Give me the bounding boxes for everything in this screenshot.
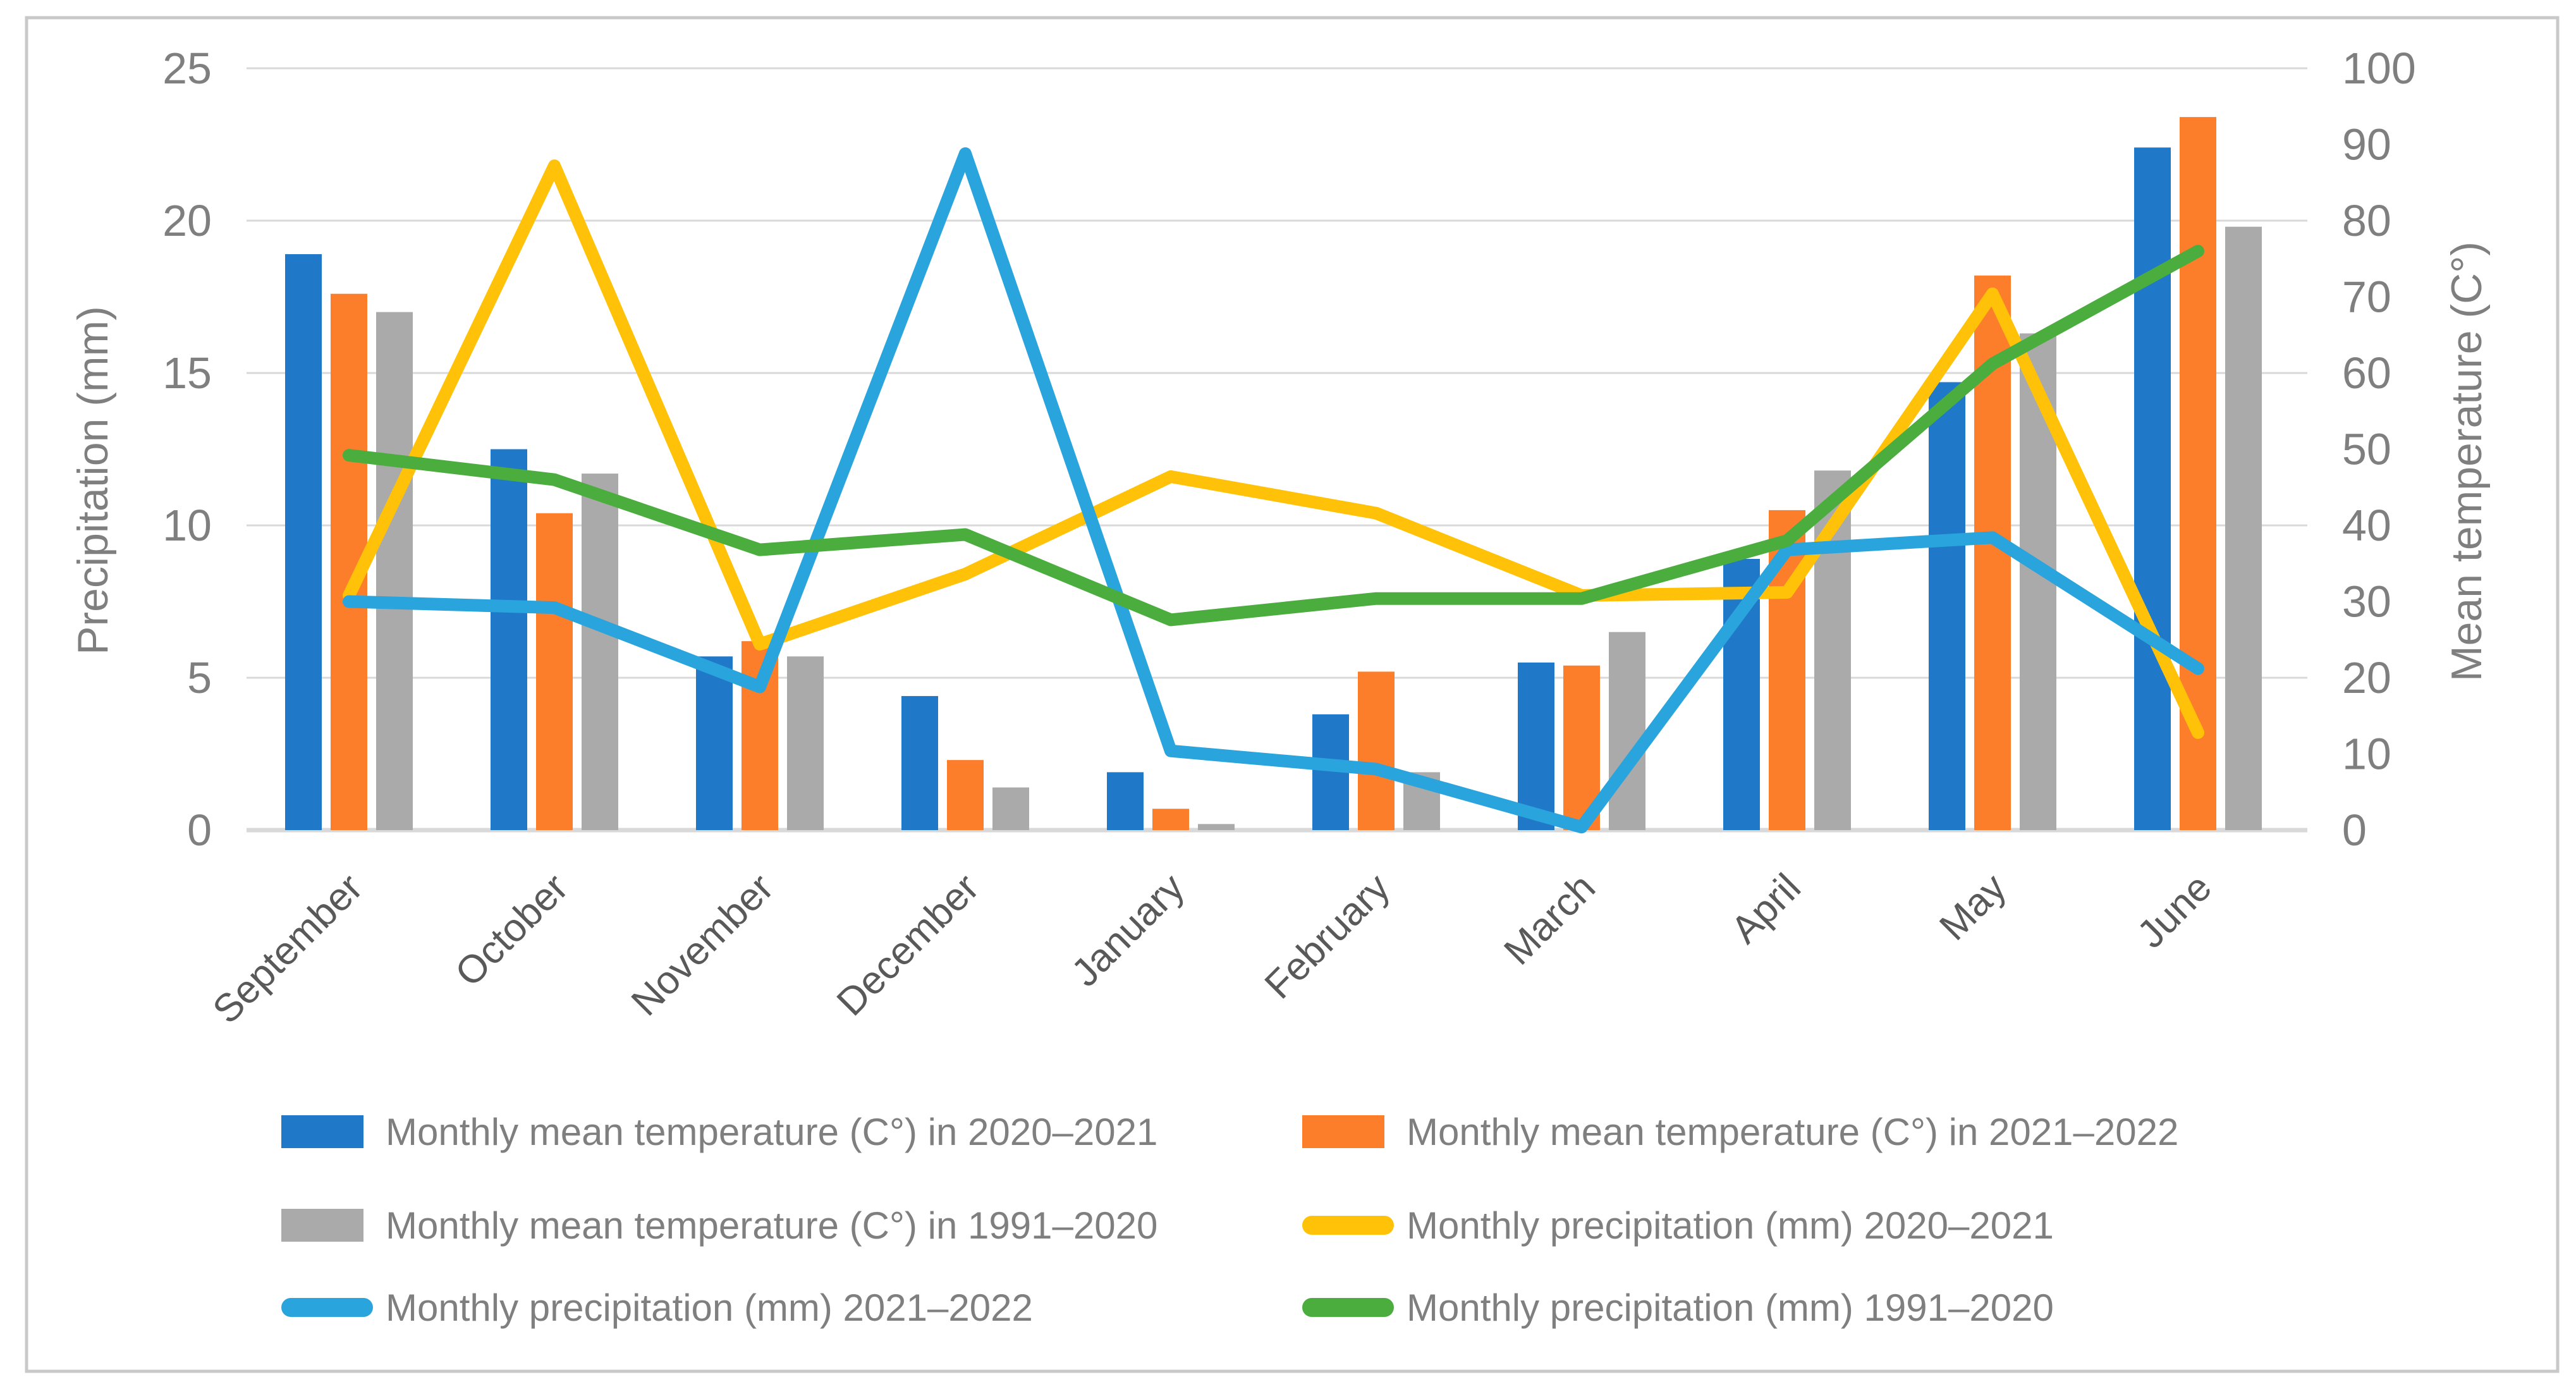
chart-legend: Monthly mean temperature (C°) in 2020–20… [281, 1111, 2178, 1329]
bar-temp-1991-2020-january [1198, 824, 1235, 830]
bar-temp-2020-2021-may [1929, 382, 1965, 830]
left-axis-title: Precipitation (mm) [69, 306, 117, 655]
left-tick-15: 15 [162, 348, 212, 398]
right-tick-20: 20 [2342, 653, 2391, 702]
right-tick-60: 60 [2342, 348, 2391, 398]
bar-temp-1991-2020-november [787, 656, 824, 830]
right-tick-30: 30 [2342, 577, 2391, 627]
month-label-june: June [2129, 866, 2220, 957]
right-tick-80: 80 [2342, 196, 2391, 245]
line-precip-2021-2022 [343, 147, 2204, 834]
figure-border [25, 16, 2560, 1373]
month-label-february: February [1257, 866, 1398, 1007]
right-tick-100: 100 [2342, 44, 2416, 93]
left-axis-tick-labels: 0 5 10 15 20 25 [162, 44, 212, 855]
month-label-march: March [1496, 866, 1604, 974]
legend-label-precip-2021-2022: Monthly precipitation (mm) 2021–2022 [386, 1287, 1033, 1329]
month-label-january: January [1063, 866, 1193, 995]
month-label-november: November [623, 866, 782, 1024]
legend-label-temp-2020-2021: Monthly mean temperature (C°) in 2020–20… [386, 1111, 1157, 1153]
x-axis-month-labels: September October November December January F… [205, 866, 2220, 1032]
line-series-group [343, 147, 2204, 834]
bar-temp-1991-2020-october [582, 474, 618, 830]
legend-label-precip-1991-2020: Monthly precipitation (mm) 1991–2020 [1407, 1287, 2054, 1329]
bar-temp-2020-2021-september [285, 254, 322, 830]
line-precip-2020-2021 [343, 159, 2204, 739]
bar-temp-2020-2021-june [2134, 147, 2171, 830]
legend-swatch-precip-2020-2021 [1302, 1216, 1394, 1235]
month-label-october: October [447, 866, 577, 995]
left-tick-20: 20 [162, 196, 212, 245]
bar-temp-2020-2021-january [1107, 772, 1144, 830]
right-tick-50: 50 [2342, 425, 2391, 474]
right-tick-90: 90 [2342, 120, 2391, 169]
right-tick-0: 0 [2342, 805, 2367, 855]
bar-temp-2021-2022-february [1358, 671, 1395, 830]
right-axis-title: Mean temperature (C°) [2443, 242, 2491, 682]
month-label-december: December [829, 866, 987, 1024]
legend-item-precip-1991-2020: Monthly precipitation (mm) 1991–2020 [1302, 1287, 2054, 1329]
legend-item-precip-2021-2022: Monthly precipitation (mm) 2021–2022 [281, 1287, 1033, 1329]
legend-item-temp-1991-2020: Monthly mean temperature (C°) in 1991–20… [281, 1204, 1157, 1247]
month-label-april: April [1723, 866, 1809, 951]
bar-temp-2020-2021-november [696, 656, 733, 830]
bar-temp-2020-2021-march [1518, 662, 1554, 830]
month-label-september: September [205, 866, 371, 1032]
bar-temp-2021-2022-january [1152, 809, 1189, 830]
line-precip-1991-2020 [343, 245, 2204, 627]
legend-swatch-precip-2021-2022 [281, 1298, 373, 1317]
right-axis-tick-labels: 0 10 20 30 40 50 60 70 80 90 100 [2342, 44, 2416, 855]
bar-temp-1991-2020-march [1609, 632, 1645, 830]
right-tick-40: 40 [2342, 501, 2391, 550]
bar-temp-2020-2021-october [491, 449, 527, 830]
left-tick-5: 5 [187, 653, 212, 702]
bar-temp-2021-2022-december [947, 760, 984, 830]
legend-item-precip-2020-2021: Monthly precipitation (mm) 2020–2021 [1302, 1204, 2054, 1247]
legend-label-temp-1991-2020: Monthly mean temperature (C°) in 1991–20… [386, 1204, 1157, 1247]
bar-temp-1991-2020-december [992, 787, 1029, 830]
bar-temp-1991-2020-september [376, 312, 413, 831]
legend-swatch-precip-1991-2020 [1302, 1298, 1394, 1317]
bar-temp-2021-2022-october [536, 513, 573, 830]
bar-series-group [285, 117, 2262, 831]
bar-temp-2020-2021-december [901, 695, 938, 830]
bar-temp-1991-2020-june [2225, 226, 2262, 830]
right-tick-70: 70 [2342, 272, 2391, 322]
legend-item-temp-2020-2021: Monthly mean temperature (C°) in 2020–20… [281, 1111, 1157, 1153]
legend-label-temp-2021-2022: Monthly mean temperature (C°) in 2021–20… [1407, 1111, 2178, 1153]
right-tick-10: 10 [2342, 730, 2391, 779]
left-tick-10: 10 [162, 501, 212, 550]
left-tick-25: 25 [162, 44, 212, 93]
legend-swatch-temp-2021-2022 [1302, 1115, 1384, 1148]
legend-item-temp-2021-2022: Monthly mean temperature (C°) in 2021–20… [1302, 1111, 2178, 1153]
legend-label-precip-2020-2021: Monthly precipitation (mm) 2020–2021 [1407, 1204, 2054, 1247]
month-label-may: May [1931, 866, 2015, 949]
legend-swatch-temp-1991-2020 [281, 1209, 363, 1242]
legend-swatch-temp-2020-2021 [281, 1115, 363, 1148]
left-tick-0: 0 [187, 805, 212, 855]
